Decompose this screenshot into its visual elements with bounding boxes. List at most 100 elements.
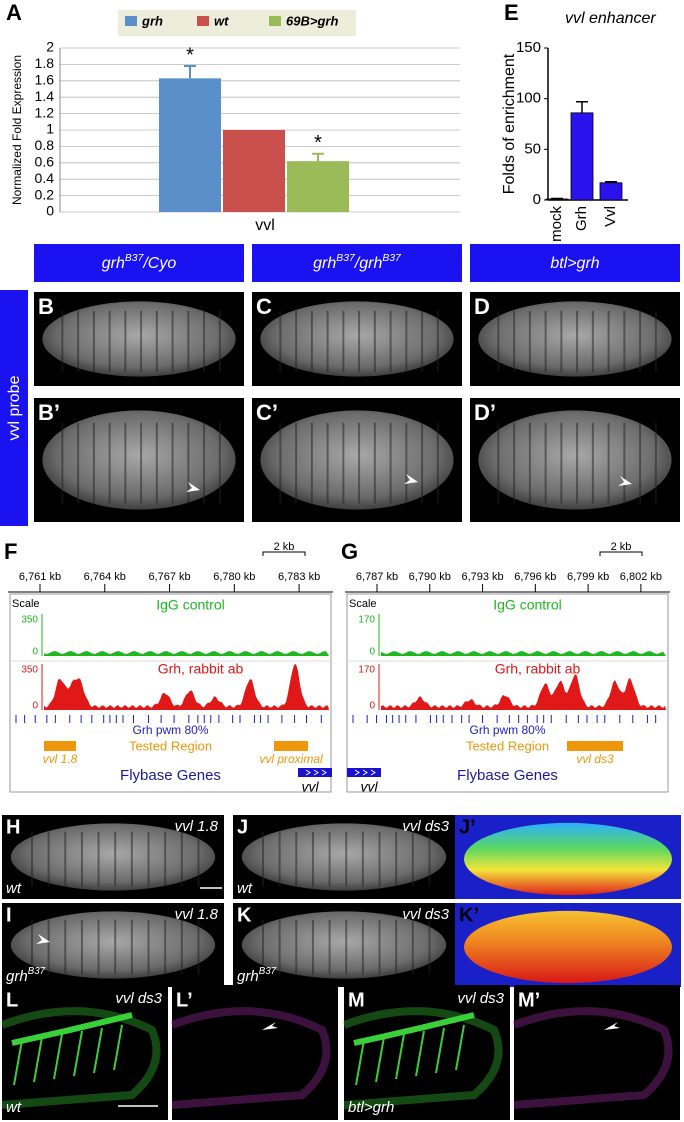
track-label: Grh, rabbit ab (158, 661, 244, 677)
legend-label: 69B>grh (286, 13, 338, 28)
bar (223, 130, 285, 212)
coordinate-label: 6,787 kb (356, 571, 398, 583)
panel-letter: E (504, 0, 519, 25)
text-part: grh (6, 968, 28, 985)
coordinate-label: 6,796 kb (514, 571, 556, 583)
in-situ-image-tissue (260, 410, 454, 510)
x-tick-label: vvl (255, 217, 275, 234)
track-max: 350 (21, 665, 38, 676)
coordinate-label: 6,780 kb (213, 571, 255, 583)
embryo-image-tissue (241, 823, 447, 891)
coordinate-label: 6,793 kb (461, 571, 503, 583)
legend-label: grh (141, 13, 163, 28)
superscript: B37 (259, 966, 277, 977)
track-max: 350 (21, 615, 38, 626)
text-part: grh (313, 255, 336, 272)
panel-letter: D’ (474, 400, 496, 425)
coordinate-label: 6,761 kb (19, 571, 61, 583)
panel-letter: J (237, 816, 248, 838)
tracheal-branch (375, 1036, 385, 1083)
tracheal-branch (93, 1027, 103, 1074)
in-situ-image-tissue (260, 301, 454, 377)
y-axis-label: Normalized Fold Expression (10, 55, 24, 205)
track-label: Tested Region (466, 738, 549, 753)
track-frame (346, 593, 669, 793)
track-label: IgG control (156, 597, 224, 613)
confocal-image (514, 985, 680, 1120)
bar (570, 112, 594, 201)
panel-letter: B (38, 294, 54, 319)
superscript: B37 (382, 253, 402, 264)
tissue-outline (170, 1007, 331, 1109)
panel-letter: B’ (38, 400, 60, 425)
genotype-label: grhB37 (6, 966, 46, 985)
grh-signal (44, 664, 329, 710)
header-box (34, 244, 244, 282)
arrowhead (262, 1022, 278, 1030)
genotype-label: btl>grh (348, 1099, 394, 1116)
track-min: 0 (369, 647, 375, 658)
coordinate-label: 6,764 kb (84, 571, 126, 583)
track-frame (9, 593, 332, 793)
legend-swatch (125, 16, 137, 26)
region-label: vvl ds3 (576, 752, 614, 766)
track-label: Grh, rabbit ab (495, 661, 581, 677)
legend-box (118, 10, 356, 36)
panel-letter: M’ (518, 989, 540, 1011)
panel-letter: C (256, 294, 272, 319)
legend-swatch (197, 16, 209, 26)
header-label: grhB37/Cyo (102, 253, 177, 272)
y-axis-label: Folds of enrichment (501, 53, 518, 194)
image-label: vvl ds3 (402, 906, 449, 923)
tracheal-branch (53, 1033, 63, 1080)
embryo-image-tissue (10, 823, 216, 891)
superscript: B37 (28, 966, 46, 977)
in-situ-image-tissue (478, 301, 672, 377)
scale-bar-label: 2 kb (611, 541, 632, 553)
tracheal-branch (33, 1036, 43, 1083)
panel-letter: I (6, 904, 12, 926)
header-box (470, 244, 680, 282)
tissue-outline (0, 1007, 161, 1109)
tracheal-branch (395, 1033, 405, 1080)
track-label: Grh pwm 80% (469, 723, 545, 737)
y-tick-label: 0.2 (35, 186, 55, 202)
genotype-label: wt (237, 880, 253, 897)
coordinate-label: 6,799 kb (567, 571, 609, 583)
trachea (353, 1012, 475, 1046)
panel-letter: A (6, 0, 22, 25)
track-label: Flybase Genes (457, 767, 558, 784)
scale-bar (599, 551, 643, 556)
panel-letter: M (348, 989, 365, 1011)
panel-letter: C’ (256, 400, 278, 425)
gene-label: vvl (360, 779, 378, 795)
track-label: IgG control (493, 597, 561, 613)
x-tick-label: Grh (573, 206, 590, 231)
y-tick-label: 0 (533, 191, 541, 208)
genotype-label: wt (6, 1099, 22, 1116)
arrowhead (186, 482, 200, 492)
text-part: wt (237, 880, 253, 897)
track-min: 0 (32, 701, 38, 712)
header-label: grhB37/grhB37 (313, 253, 402, 272)
confocal-image (2, 985, 168, 1120)
chart-title: vvl enhancer (565, 10, 656, 27)
gene-label: vvl (301, 779, 319, 795)
panel-letter: D (474, 294, 490, 319)
tracheal-branch (355, 1039, 365, 1086)
superscript: B37 (336, 253, 356, 264)
panel-letter: L’ (176, 989, 193, 1011)
error-bar (605, 181, 617, 183)
tissue-outline (512, 1007, 673, 1109)
panel-letter: H (6, 816, 20, 838)
panel-letter: K (237, 904, 252, 926)
track-label: Tested Region (129, 738, 212, 753)
panel-letter: F (4, 539, 17, 564)
genotype-label: wt (6, 880, 22, 897)
tracheal-branch (73, 1030, 83, 1077)
significance: * (186, 44, 194, 66)
gene-model (347, 768, 381, 777)
embryo-image-tissue (10, 911, 216, 979)
track-max: 170 (358, 615, 375, 626)
text-part: /Cyo (142, 255, 176, 272)
